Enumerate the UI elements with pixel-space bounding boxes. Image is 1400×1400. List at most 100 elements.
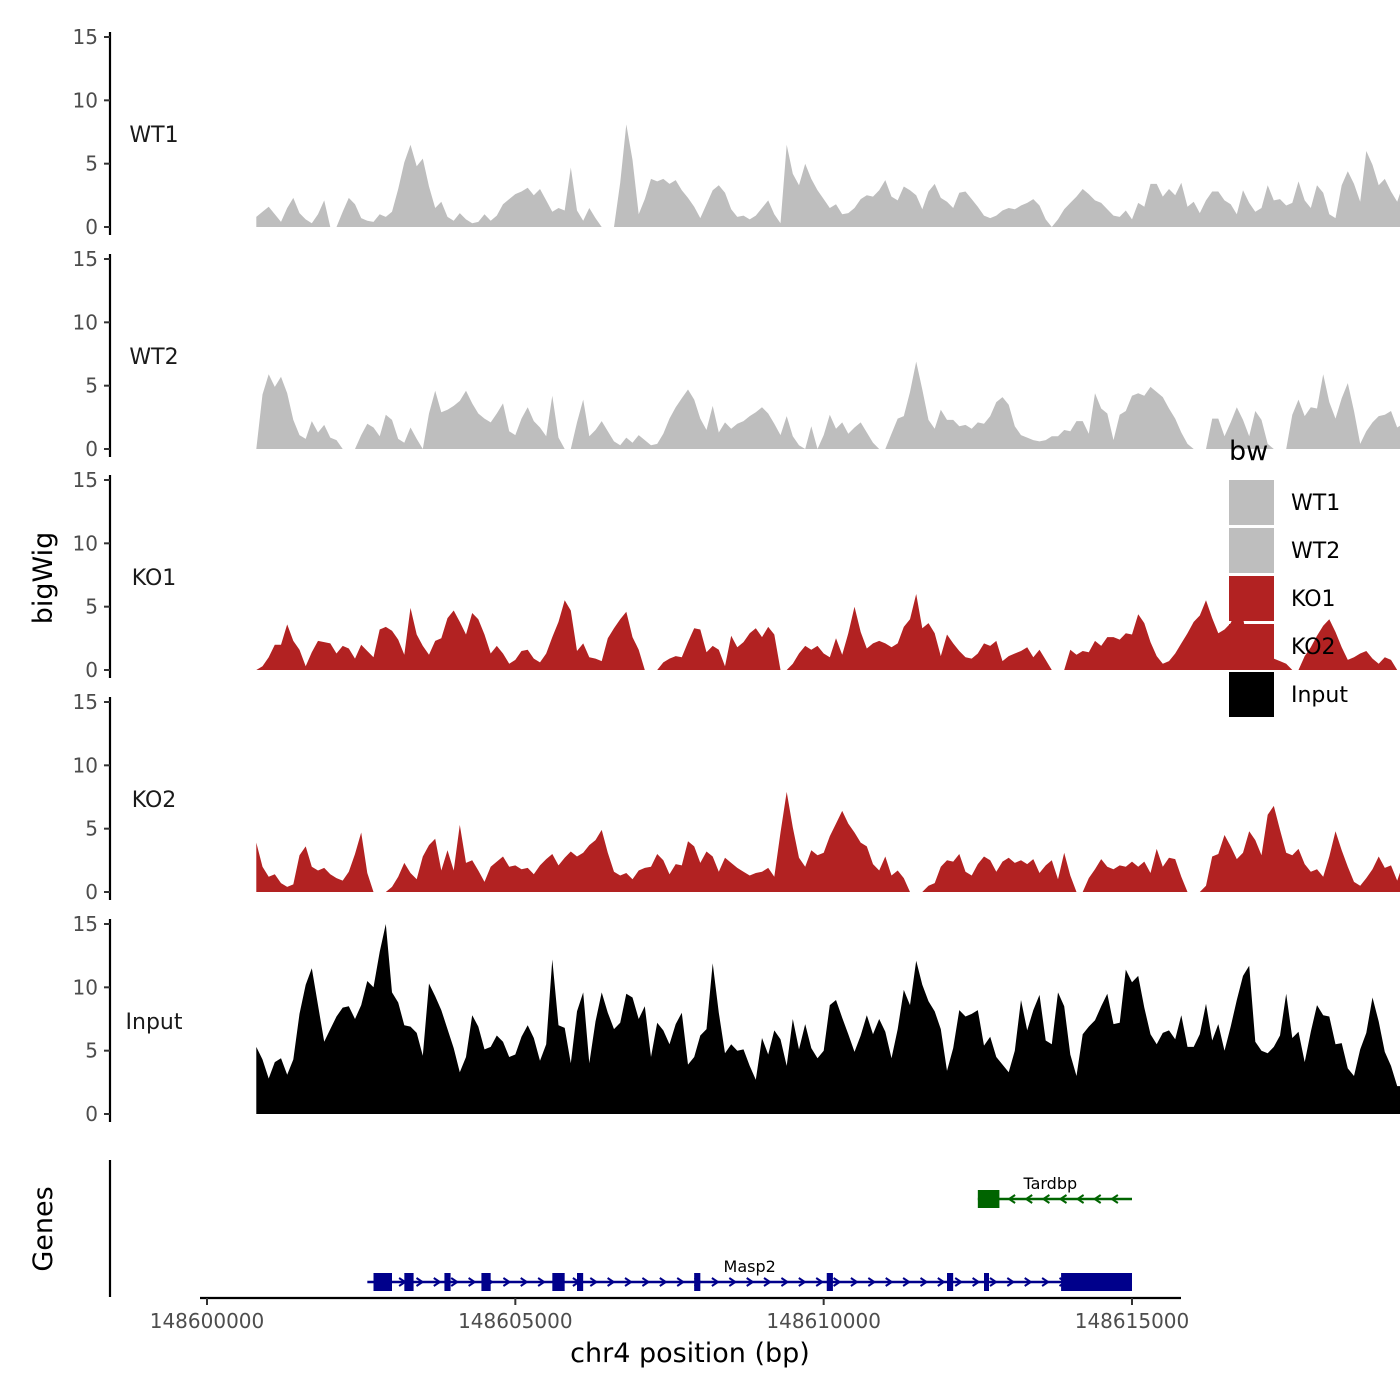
strand-arrow-icon — [867, 1277, 877, 1287]
legend-label-ko1: KO1 — [1291, 587, 1336, 612]
strand-arrow-icon — [450, 1277, 460, 1287]
x-axis: 148600000 148605000 148610000 148615000 — [150, 1296, 1189, 1333]
exon-masp2-10 — [984, 1273, 989, 1291]
y-tick-label-input-5: 5 — [85, 1039, 98, 1063]
legend: bw WT1 WT2 KO1 KO2 Input — [1229, 436, 1348, 717]
gene-label-masp2: Masp2 — [724, 1257, 776, 1276]
strand-arrow-icon — [885, 1277, 894, 1287]
y-tick-label-ko1-10: 10 — [73, 531, 98, 555]
y-tick-label-input-10: 10 — [73, 975, 98, 999]
strand-arrow-icon — [1041, 1194, 1050, 1204]
exon-masp2-8 — [826, 1273, 833, 1291]
legend-key-ko1 — [1229, 576, 1274, 621]
strand-arrow-icon — [919, 1277, 929, 1287]
track-label-wt2: WT2 — [129, 345, 178, 370]
strand-arrow-icon — [780, 1277, 790, 1287]
y-tick-label-ko2-10: 10 — [73, 753, 98, 777]
signal-area-ko2 — [256, 791, 1400, 892]
strand-arrow-icon — [1075, 1194, 1085, 1204]
y-tick-label-ko2-15: 15 — [73, 690, 98, 714]
legend-label-wt2: WT2 — [1291, 539, 1340, 564]
strand-arrow-icon — [1041, 1277, 1050, 1287]
strand-arrow-icon — [415, 1277, 425, 1287]
gene-masp2: Masp2 — [367, 1257, 1132, 1291]
y-tick-label-wt2-10: 10 — [73, 310, 98, 334]
track-label-wt1: WT1 — [129, 123, 178, 148]
strand-arrow-icon — [607, 1277, 616, 1287]
legend-label-input: Input — [1291, 683, 1348, 708]
strand-arrow-icon — [520, 1277, 529, 1287]
track-wt1: 0 5 10 15 WT1 — [73, 25, 1400, 239]
legend-key-wt1 — [1229, 480, 1274, 525]
x-tick-label-148605000: 148605000 — [458, 1309, 573, 1333]
exon-masp2-7 — [694, 1273, 701, 1291]
strand-arrow-icon — [954, 1277, 964, 1287]
y-tick-label-wt1-5: 5 — [85, 152, 98, 176]
strand-arrow-icon — [641, 1277, 651, 1287]
strand-arrow-icon — [468, 1277, 477, 1287]
strand-arrow-icon — [659, 1277, 668, 1287]
exon-masp2-1 — [373, 1273, 392, 1291]
track-label-input: Input — [126, 1010, 183, 1035]
strand-arrow-icon — [589, 1277, 599, 1287]
strand-arrow-icon — [1110, 1194, 1119, 1204]
legend-key-input — [1229, 672, 1274, 717]
y-tick-label-ko1-0: 0 — [85, 658, 98, 682]
gene-tardbp: Tardbp — [977, 1174, 1132, 1208]
strand-arrow-icon — [972, 1277, 981, 1287]
exon-masp2-9 — [947, 1273, 954, 1291]
strand-arrow-icon — [833, 1277, 842, 1287]
exon-masp2-6 — [577, 1273, 584, 1291]
strand-arrow-icon — [1007, 1194, 1016, 1204]
legend-key-ko2 — [1229, 624, 1274, 669]
exon-masp2-4 — [481, 1273, 491, 1291]
signal-area-ko1 — [256, 594, 1400, 670]
y-tick-label-wt1-0: 0 — [85, 215, 98, 239]
legend-label-wt1: WT1 — [1291, 491, 1340, 516]
x-tick-label-148610000: 148610000 — [766, 1309, 881, 1333]
y-tick-label-ko1-15: 15 — [73, 468, 98, 492]
strand-arrow-icon — [433, 1277, 442, 1287]
signal-area-input — [256, 924, 1400, 1114]
strand-arrow-icon — [902, 1277, 911, 1287]
strand-arrow-icon — [537, 1277, 546, 1287]
y-axis-title: bigWig — [28, 532, 59, 625]
strand-arrow-icon — [937, 1277, 946, 1287]
track-ko2: 0 5 10 15 KO2 — [73, 690, 1400, 904]
strand-arrow-icon — [1058, 1194, 1068, 1204]
gene-track: Tardbp Masp2 — [108, 1160, 1132, 1297]
strand-arrow-icon — [815, 1277, 825, 1287]
gene-label-tardbp: Tardbp — [1022, 1174, 1077, 1193]
y-tick-label-wt2-0: 0 — [85, 437, 98, 461]
x-tick-label-148600000: 148600000 — [150, 1309, 265, 1333]
y-tick-label-input-15: 15 — [73, 912, 98, 936]
strand-arrow-icon — [850, 1277, 859, 1287]
strand-arrow-icon — [676, 1277, 686, 1287]
track-label-ko2: KO2 — [132, 788, 177, 813]
y-tick-label-input-0: 0 — [85, 1102, 98, 1126]
exon-masp2-2 — [404, 1273, 414, 1291]
signal-tracks: 0 5 10 15 WT1 0 5 10 15 WT2 0 5 10 15 KO1 0 5 10 15 KO2 0 5 10… — [73, 25, 1400, 1126]
exon-masp2-11 — [1061, 1273, 1132, 1291]
y-tick-label-wt1-10: 10 — [73, 88, 98, 112]
legend-title: bw — [1229, 436, 1268, 467]
track-wt2: 0 5 10 15 WT2 — [73, 247, 1400, 461]
signal-area-wt1 — [256, 124, 1400, 227]
genes-axis-title: Genes — [28, 1186, 59, 1271]
y-tick-label-ko2-0: 0 — [85, 880, 98, 904]
strand-arrow-icon — [1006, 1277, 1016, 1287]
legend-label-ko2: KO2 — [1291, 635, 1336, 660]
strand-arrow-icon — [502, 1277, 512, 1287]
exon-masp2-3 — [444, 1273, 451, 1291]
strand-arrow-icon — [989, 1277, 998, 1287]
strand-arrow-icon — [763, 1277, 772, 1287]
y-tick-label-wt2-15: 15 — [73, 247, 98, 271]
signal-area-wt2 — [256, 361, 1400, 449]
strand-arrow-icon — [624, 1277, 633, 1287]
y-tick-label-wt2-5: 5 — [85, 374, 98, 398]
y-tick-label-ko1-5: 5 — [85, 595, 98, 619]
exon-masp2-5 — [552, 1273, 565, 1291]
x-axis-title: chr4 position (bp) — [570, 1338, 810, 1369]
strand-arrow-icon — [728, 1277, 738, 1287]
strand-arrow-icon — [711, 1277, 720, 1287]
